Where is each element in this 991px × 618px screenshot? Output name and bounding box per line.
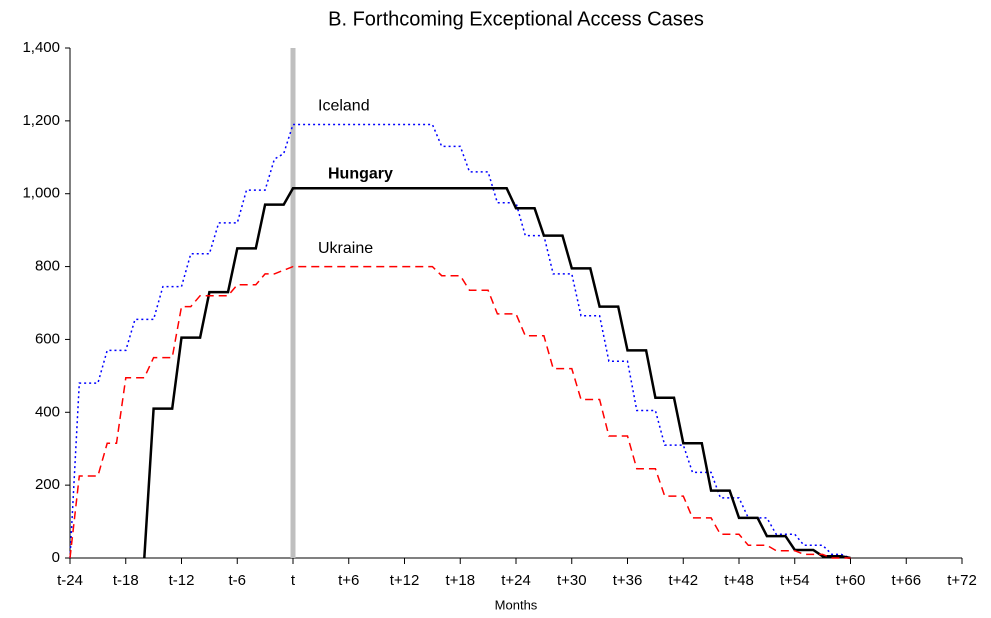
- x-axis-label: Months: [495, 597, 538, 612]
- x-tick-label: t+66: [891, 572, 921, 589]
- x-tick-label: t-24: [57, 572, 83, 589]
- y-tick-label: 1,200: [22, 112, 60, 129]
- x-tick-label: t+60: [836, 572, 866, 589]
- x-tick-label: t+36: [613, 572, 643, 589]
- x-tick-label: t+72: [947, 572, 977, 589]
- x-tick-label: t+12: [390, 572, 420, 589]
- x-tick-label: t+30: [557, 572, 587, 589]
- series-label: Ukraine: [318, 240, 373, 257]
- x-tick-label: t+24: [501, 572, 531, 589]
- y-tick-label: 200: [35, 476, 60, 493]
- series-line: [69, 265, 851, 559]
- x-tick-label: t+6: [338, 572, 359, 589]
- series-line: [143, 187, 851, 560]
- series-label: Iceland: [318, 98, 370, 115]
- series-label: Hungary: [328, 165, 393, 182]
- x-tick-label: t+54: [780, 572, 810, 589]
- y-tick-label: 1,400: [22, 39, 60, 56]
- x-tick-label: t+42: [668, 572, 698, 589]
- y-tick-label: 400: [35, 403, 60, 420]
- x-tick-label: t-6: [228, 572, 246, 589]
- y-tick-label: 0: [52, 549, 60, 566]
- chart-title: B. Forthcoming Exceptional Access Cases: [328, 8, 704, 30]
- y-tick-label: 800: [35, 258, 60, 275]
- x-tick-label: t+18: [445, 572, 475, 589]
- x-tick-label: t: [291, 572, 296, 589]
- x-tick-label: t-18: [113, 572, 139, 589]
- y-tick-label: 600: [35, 330, 60, 347]
- y-tick-label: 1,000: [22, 185, 60, 202]
- series-line: [69, 123, 851, 559]
- x-tick-label: t-12: [169, 572, 195, 589]
- x-tick-label: t+48: [724, 572, 754, 589]
